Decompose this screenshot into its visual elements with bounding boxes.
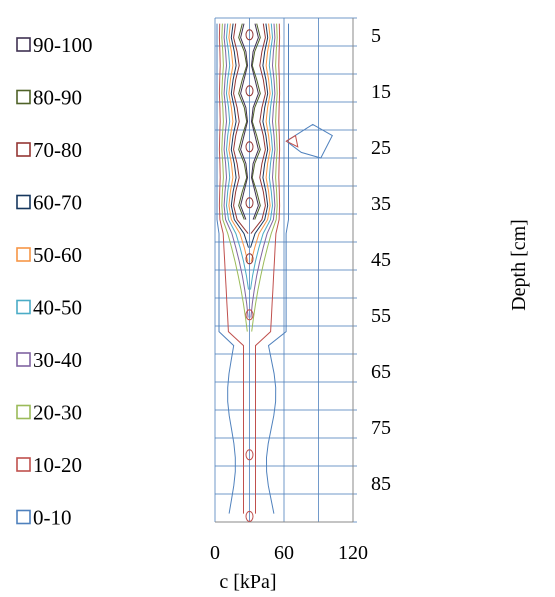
legend-swatch bbox=[16, 37, 31, 52]
y-axis-title: Depth [cm] bbox=[508, 219, 530, 311]
x-tick-label: 0 bbox=[210, 542, 220, 564]
contour-line bbox=[250, 23, 269, 248]
legend-label: 20-30 bbox=[33, 401, 82, 425]
legend-label: 70-80 bbox=[33, 138, 82, 162]
y-tick-label: 5 bbox=[371, 25, 381, 47]
legend-swatch bbox=[16, 299, 31, 315]
legend-label: 50-60 bbox=[33, 243, 82, 267]
contour-line bbox=[250, 23, 274, 290]
contour-line bbox=[221, 23, 248, 332]
contour-peak bbox=[245, 449, 254, 461]
contour-line bbox=[216, 23, 236, 514]
contour-line bbox=[228, 23, 249, 262]
legend-item: 20-30 bbox=[16, 401, 82, 425]
legend: 90-100 80-90 70-80 60-70 50-60 40-50 30-40 20-3… bbox=[16, 33, 93, 530]
y-tick-label: 45 bbox=[371, 249, 391, 271]
legend-swatch bbox=[16, 247, 31, 262]
legend-label: 90-100 bbox=[33, 33, 93, 57]
legend-item: 0-10 bbox=[16, 506, 72, 530]
x-tick-labels: 0 60 120 bbox=[210, 542, 368, 564]
contour-line bbox=[223, 23, 249, 318]
contour-line bbox=[225, 23, 249, 290]
legend-swatch bbox=[16, 457, 31, 472]
contour-peak bbox=[245, 510, 254, 522]
legend-label: 10-20 bbox=[33, 453, 82, 477]
contour-peak bbox=[245, 29, 254, 41]
contour-line bbox=[250, 23, 271, 262]
y-tick-label: 35 bbox=[371, 193, 391, 215]
contour-peak bbox=[245, 141, 254, 153]
x-axis-title: c [kPa] bbox=[219, 571, 276, 593]
legend-item: 50-60 bbox=[16, 243, 82, 267]
contour-line bbox=[238, 23, 248, 220]
legend-swatch bbox=[16, 509, 31, 525]
legend-swatch bbox=[16, 89, 31, 105]
y-tick-label: 55 bbox=[371, 305, 391, 327]
contour-line bbox=[218, 23, 244, 514]
legend-label: 60-70 bbox=[33, 191, 82, 215]
contour-line bbox=[250, 23, 276, 318]
contour-line bbox=[265, 23, 289, 514]
contour-peak bbox=[245, 197, 254, 209]
legend-label: 0-10 bbox=[33, 506, 72, 530]
legend-swatch bbox=[16, 142, 31, 157]
x-tick-label: 60 bbox=[274, 542, 294, 564]
contour-line bbox=[251, 23, 278, 332]
contour-peak bbox=[245, 85, 254, 97]
contour-loop bbox=[285, 123, 333, 159]
x-tick-label: 120 bbox=[338, 542, 368, 564]
contour-line bbox=[251, 23, 261, 220]
contour-peak bbox=[245, 309, 254, 321]
legend-swatch bbox=[16, 404, 31, 420]
y-tick-labels: 5 15 25 35 45 55 65 75 85 bbox=[371, 25, 391, 495]
y-tick-label: 15 bbox=[371, 81, 391, 103]
legend-item: 90-100 bbox=[16, 33, 93, 57]
contour-line bbox=[255, 23, 281, 514]
contour-peak bbox=[245, 253, 254, 265]
legend-label: 80-90 bbox=[33, 86, 82, 110]
contour-line bbox=[250, 23, 259, 220]
legend-label: 30-40 bbox=[33, 348, 82, 372]
legend-label: 40-50 bbox=[33, 296, 82, 320]
y-tick-label: 25 bbox=[371, 137, 391, 159]
contour-lines bbox=[216, 23, 333, 522]
legend-item: 80-90 bbox=[16, 86, 82, 110]
contour-line bbox=[250, 23, 266, 234]
legend-item: 40-50 bbox=[16, 296, 82, 320]
legend-item: 30-40 bbox=[16, 348, 82, 372]
contour-line bbox=[230, 23, 249, 248]
y-tick-label: 65 bbox=[371, 361, 391, 383]
legend-swatch bbox=[16, 194, 31, 210]
contour-line bbox=[233, 23, 249, 234]
legend-swatch bbox=[16, 352, 31, 367]
y-tick-label: 85 bbox=[371, 473, 391, 495]
contour-line bbox=[240, 23, 249, 220]
contour-loop bbox=[285, 134, 299, 148]
legend-item: 70-80 bbox=[16, 138, 82, 162]
legend-item: 60-70 bbox=[16, 191, 82, 215]
y-tick-label: 75 bbox=[371, 417, 391, 439]
legend-item: 10-20 bbox=[16, 453, 82, 477]
